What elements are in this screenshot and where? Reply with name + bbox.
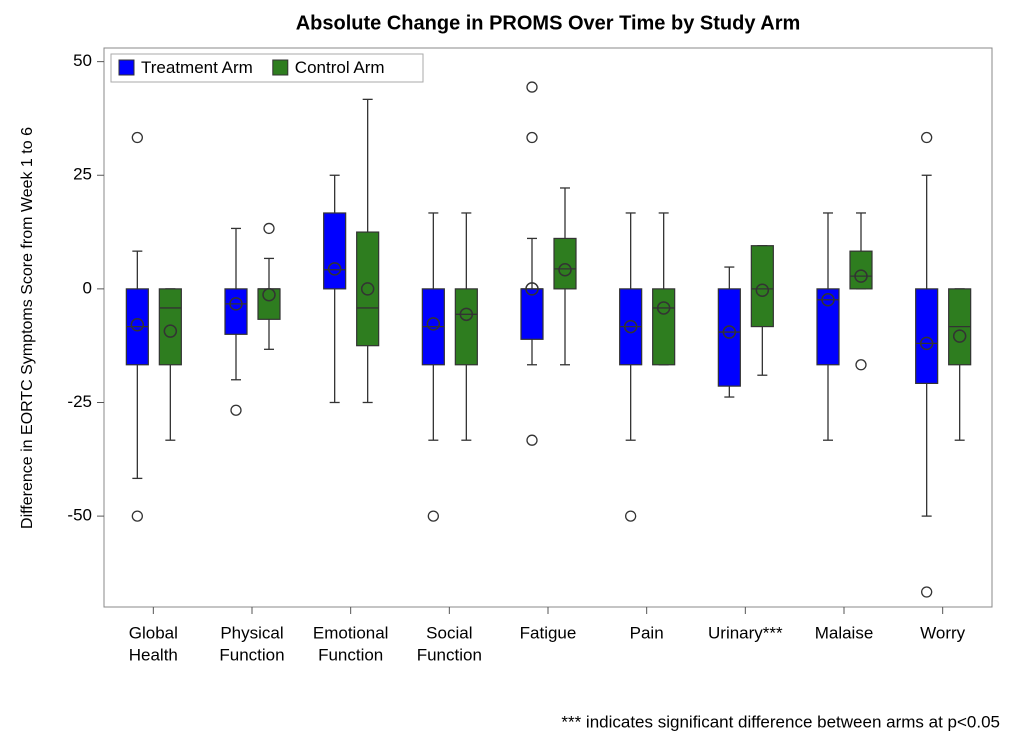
mean-marker	[327, 262, 342, 276]
x-tick-label: Health	[129, 645, 178, 664]
mean-marker	[755, 283, 770, 297]
x-tick-label: Function	[318, 645, 383, 664]
mean-marker	[459, 307, 474, 322]
box	[454, 288, 478, 366]
mean-marker	[163, 324, 178, 338]
y-tick-label: 50	[73, 51, 92, 70]
mean-marker	[130, 318, 145, 332]
box	[915, 288, 939, 384]
y-tick-label: -25	[67, 392, 92, 411]
outlier	[427, 510, 439, 522]
x-tick-label: Global	[129, 623, 178, 642]
outlier	[526, 81, 538, 93]
x-tick-label: Function	[417, 645, 482, 664]
x-tick-label: Physical	[220, 623, 283, 642]
box	[158, 288, 182, 366]
x-tick-label: Social	[426, 623, 472, 642]
chart-title: Absolute Change in PROMS Over Time by St…	[296, 12, 801, 34]
box	[520, 288, 544, 340]
legend-frame	[110, 53, 424, 83]
mean-marker	[722, 325, 737, 339]
mean-marker	[525, 282, 539, 296]
box	[257, 288, 281, 320]
x-tick-label: Function	[219, 645, 284, 664]
mean-marker	[919, 336, 934, 351]
legend-swatch	[118, 59, 135, 76]
outlier	[625, 510, 637, 522]
x-tick-label: Urinary***	[708, 623, 783, 642]
mean-marker	[623, 319, 638, 334]
outlier	[263, 222, 275, 235]
legend-swatch	[272, 59, 289, 76]
footnote: *** indicates significant difference bet…	[561, 712, 1000, 731]
mean-marker	[952, 329, 967, 343]
x-tick-label: Pain	[630, 623, 664, 642]
box	[750, 245, 774, 328]
mean-marker	[656, 301, 671, 315]
box	[323, 212, 347, 290]
box	[652, 288, 676, 366]
mean-marker	[558, 263, 572, 277]
outlier	[131, 510, 143, 522]
legend-label: Control Arm	[295, 58, 385, 77]
mean-marker	[262, 288, 276, 302]
y-tick-label: 25	[73, 165, 92, 184]
x-tick-label: Fatigue	[520, 623, 577, 642]
outlier	[526, 131, 538, 144]
x-tick-label: Malaise	[815, 623, 874, 642]
mean-marker	[360, 282, 375, 296]
mean-marker	[229, 297, 243, 311]
outlier	[526, 434, 538, 446]
outlier	[921, 586, 933, 598]
outlier	[131, 131, 143, 144]
box	[224, 288, 248, 335]
mean-marker	[854, 269, 868, 283]
outlier	[921, 131, 933, 144]
legend-label: Treatment Arm	[141, 58, 253, 77]
mean-marker	[821, 293, 835, 307]
outlier	[855, 359, 867, 371]
y-tick-label: 0	[83, 278, 92, 297]
y-tick-label: -50	[67, 506, 92, 525]
x-tick-label: Emotional	[313, 623, 389, 642]
y-axis-label: Difference in EORTC Symptoms Score from …	[19, 127, 36, 529]
box	[816, 288, 840, 366]
box	[356, 231, 380, 347]
outlier	[230, 404, 242, 416]
x-tick-label: Worry	[920, 623, 966, 642]
mean-marker	[426, 317, 441, 331]
